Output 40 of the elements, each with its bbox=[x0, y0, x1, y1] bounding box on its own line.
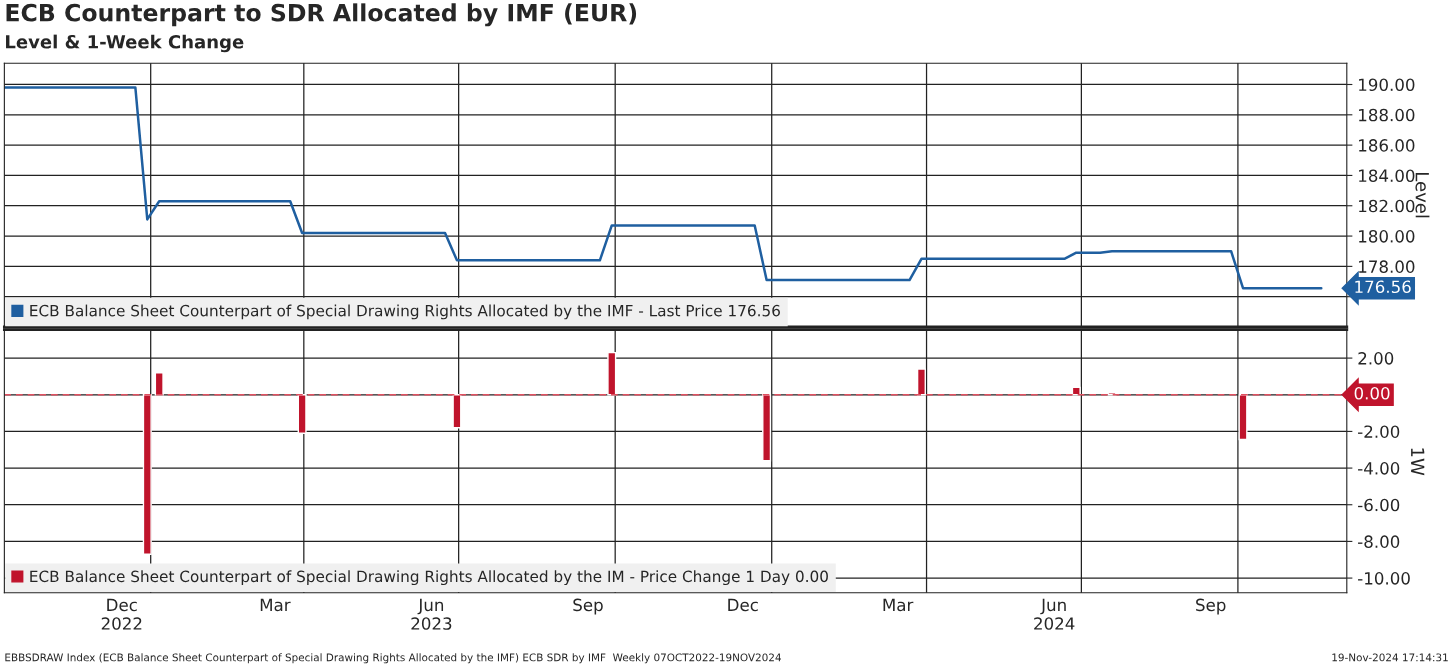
annotation: 176.56 bbox=[1355, 280, 1411, 294]
legend-label: ECB Balance Sheet Counterpart of Special Drawing Rights Allocated by the IM - Price Change 1 Day 0.00 bbox=[30, 570, 828, 586]
text: 19-Nov-2024 17:14:31 bbox=[1332, 653, 1448, 662]
chart-title: ECB Counterpart to SDR Allocated by IMF (EUR) bbox=[6, 3, 637, 27]
bar bbox=[762, 394, 772, 462]
y-tick-label: -6.00 bbox=[1358, 498, 1400, 512]
x-tick-label: Jun 2023 bbox=[411, 598, 452, 630]
bar bbox=[142, 394, 152, 555]
y-axis-title: 1W bbox=[1411, 448, 1425, 476]
legend-label: ECB Balance Sheet Counterpart of Special Drawing Rights Allocated by the IMF - Last Price 176.56 bbox=[30, 304, 780, 320]
x-tick-label: Sep bbox=[573, 598, 603, 615]
y-tick-label: 182.00 bbox=[1359, 199, 1415, 213]
bar bbox=[154, 372, 164, 396]
y-tick-label: 186.00 bbox=[1359, 139, 1415, 152]
x-tick-label: Sep bbox=[1196, 598, 1226, 615]
y-tick-label: 188.00 bbox=[1359, 108, 1415, 122]
y-axis-title: Level bbox=[1415, 173, 1430, 218]
y-tick-label: 184.00 bbox=[1359, 169, 1415, 182]
x-tick-label: Jun 2024 bbox=[1034, 598, 1075, 630]
x-tick-label: Dec bbox=[728, 598, 758, 612]
y-tick-label: 190.00 bbox=[1359, 78, 1415, 92]
x-tick-label: Mar bbox=[260, 598, 291, 612]
y-tick-label: 178.00 bbox=[1359, 260, 1415, 273]
y-tick-label: 180.00 bbox=[1359, 230, 1415, 243]
bar bbox=[607, 351, 617, 396]
y-tick-label: 2.00 bbox=[1358, 352, 1394, 365]
bar bbox=[297, 394, 307, 434]
bar bbox=[1238, 394, 1248, 441]
x-tick-label: Mar bbox=[883, 598, 914, 612]
bar bbox=[452, 394, 462, 429]
bar bbox=[916, 368, 926, 396]
chart-subtitle: Level & 1-Week Change bbox=[6, 34, 244, 53]
y-tick-label: -2.00 bbox=[1358, 425, 1400, 438]
y-tick-label: -10.00 bbox=[1358, 572, 1410, 585]
line-series bbox=[4, 86, 1323, 290]
y-tick-label: -8.00 bbox=[1358, 535, 1400, 548]
y-tick-label: -4.00 bbox=[1358, 462, 1400, 475]
x-tick-label: Dec 2022 bbox=[101, 598, 142, 630]
text: EBBSDRAW Index (ECB Balance Sheet Counterpart of Special Drawing Rights Allocated by the IMF) ECB SDR by IMF Weekly 07OCT2022-19NOV2024 bbox=[5, 653, 781, 664]
annotation: 0.00 bbox=[1354, 386, 1390, 400]
